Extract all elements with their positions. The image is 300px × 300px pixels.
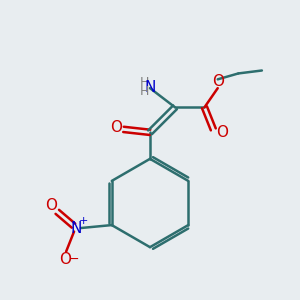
Text: N: N — [71, 220, 82, 236]
Text: O: O — [216, 125, 228, 140]
Text: O: O — [110, 120, 122, 135]
Text: −: − — [69, 253, 80, 266]
Text: O: O — [58, 252, 70, 267]
Text: H: H — [140, 76, 149, 89]
Text: O: O — [212, 74, 224, 89]
Text: O: O — [45, 198, 57, 213]
Text: H: H — [140, 85, 149, 98]
Text: +: + — [79, 216, 88, 226]
Text: N: N — [144, 80, 156, 95]
